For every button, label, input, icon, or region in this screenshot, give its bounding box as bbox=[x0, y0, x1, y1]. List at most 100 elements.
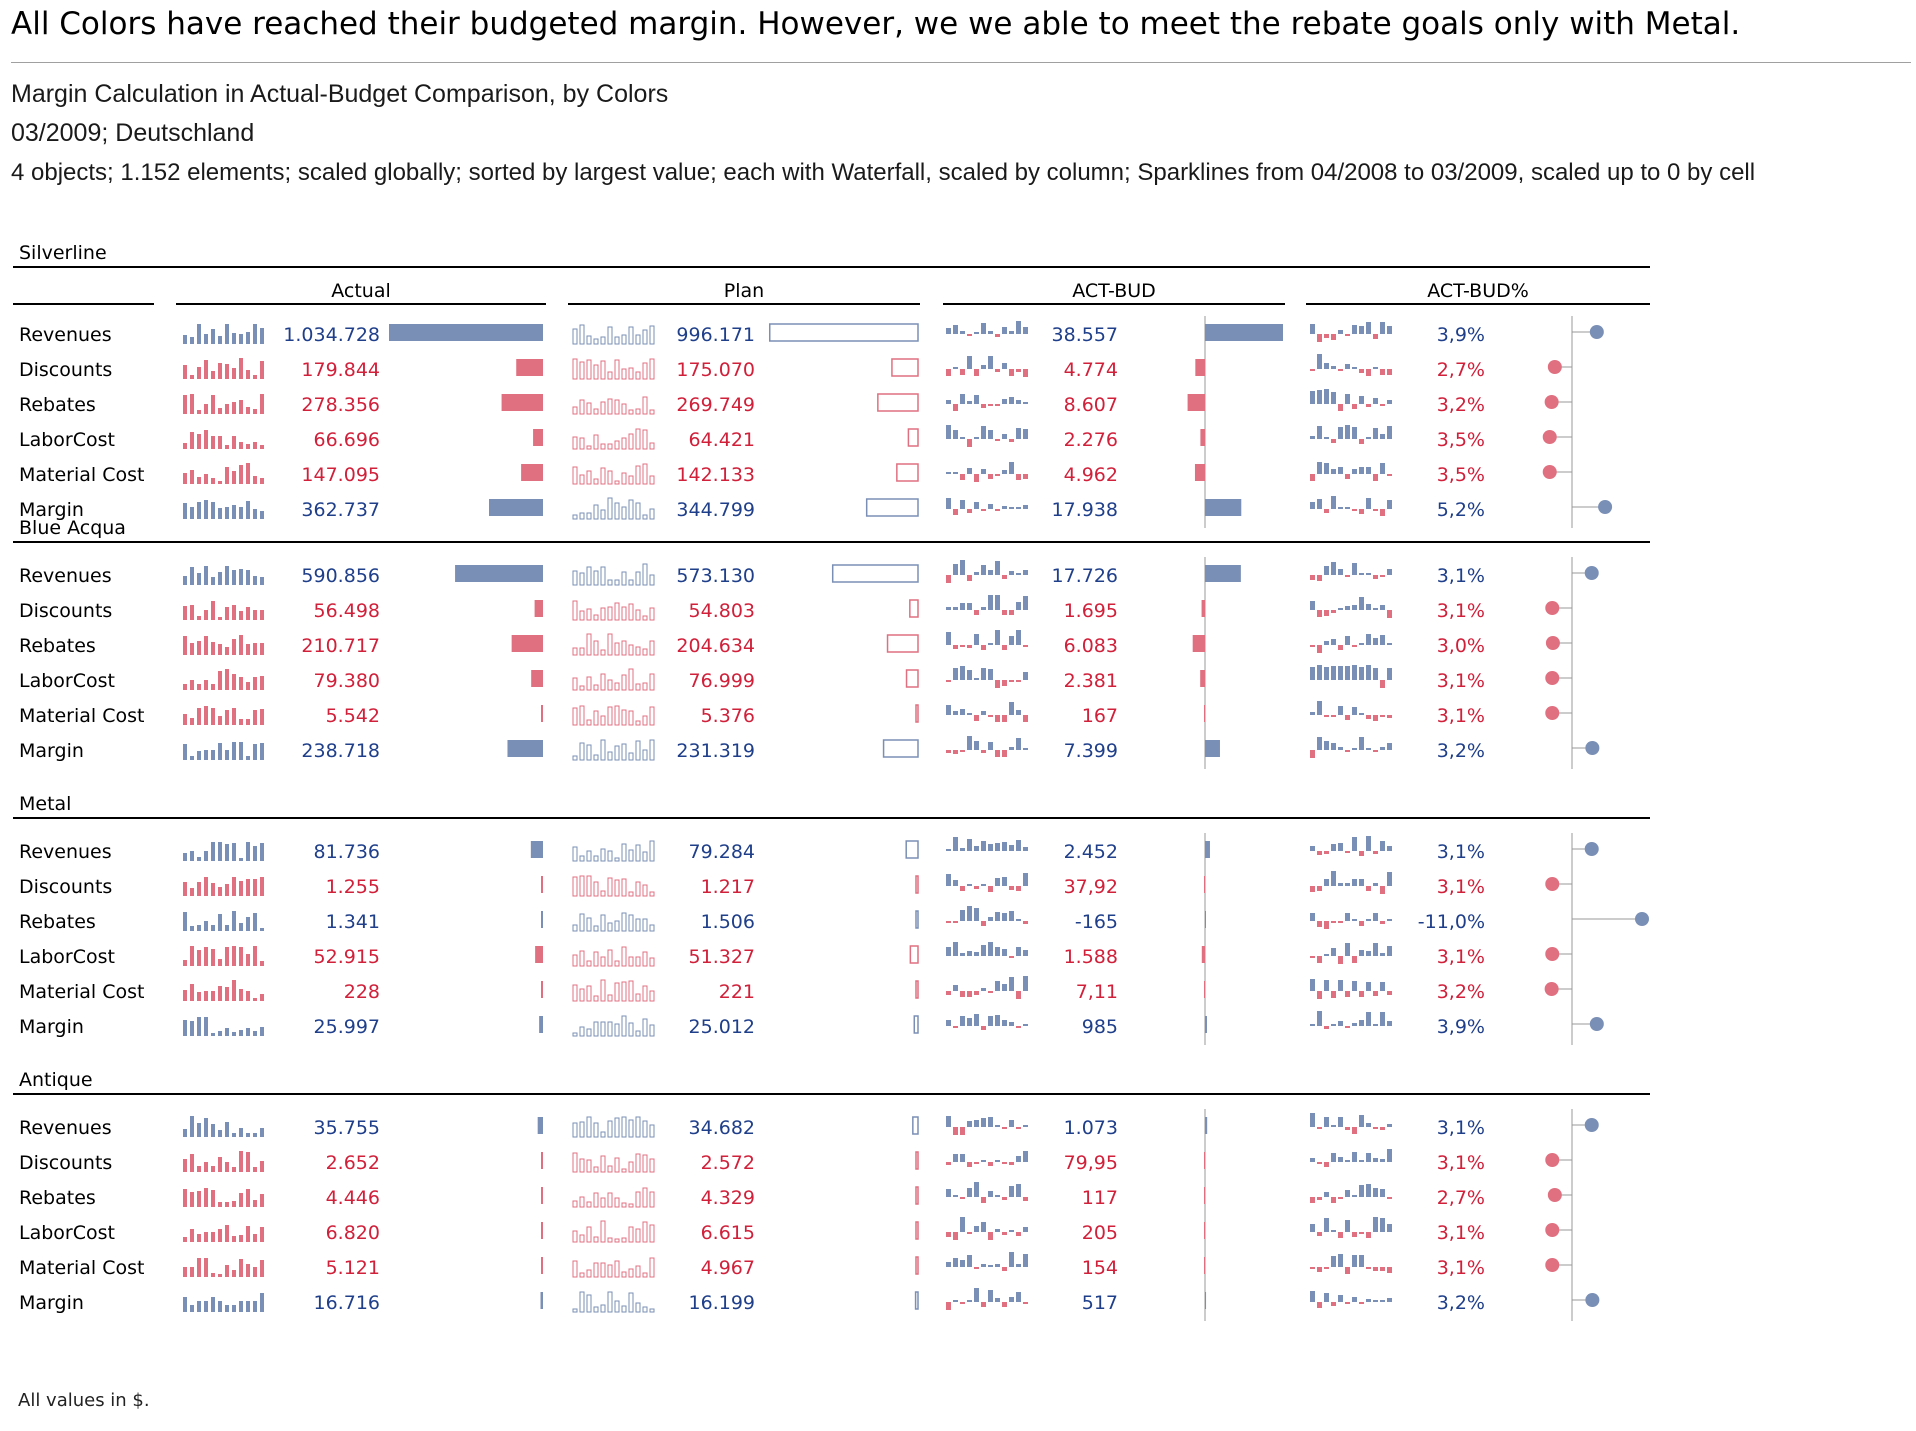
sparkline-bar bbox=[960, 709, 965, 715]
sparkline-bar bbox=[967, 401, 972, 404]
sparkline-bar bbox=[1023, 596, 1028, 610]
sparkline-bar bbox=[607, 497, 613, 520]
sparkline-bar bbox=[204, 610, 208, 620]
sparkline-bar bbox=[1016, 738, 1021, 750]
sparkline-bar bbox=[197, 857, 201, 861]
sparkline-bar bbox=[614, 399, 620, 415]
sparkline-bar bbox=[239, 742, 243, 760]
sparkline-bar bbox=[246, 1028, 250, 1036]
sparkline-bar bbox=[260, 361, 264, 379]
sparkline-bar bbox=[239, 719, 243, 725]
sparkline-bar bbox=[260, 994, 264, 1001]
sparkline-bar bbox=[239, 1030, 243, 1036]
sparkline-bar bbox=[1359, 1115, 1364, 1127]
sparkline-bar bbox=[260, 445, 264, 449]
sparkline-bar bbox=[1359, 1160, 1364, 1162]
sparkline-bar bbox=[981, 750, 986, 753]
sparkline-bar bbox=[1359, 879, 1364, 886]
sparkline-bar bbox=[1359, 396, 1364, 404]
sparkline-bar bbox=[614, 857, 620, 862]
sparkline-bar bbox=[260, 928, 264, 931]
sparkline-bar bbox=[253, 610, 257, 620]
column-header-act-bud-pct: ACT-BUD% bbox=[1427, 280, 1529, 302]
sparkline-bar bbox=[614, 480, 620, 485]
sparkline-bar bbox=[1310, 886, 1315, 892]
sparkline-bar bbox=[1359, 326, 1364, 334]
sparkline-bar bbox=[183, 473, 187, 484]
row-label: LaborCost bbox=[19, 670, 115, 692]
sparkline-bar bbox=[1352, 919, 1357, 921]
sparkline-bar bbox=[995, 878, 1000, 886]
sparkline-bar bbox=[218, 1301, 222, 1312]
sparkline-bar bbox=[1338, 1232, 1343, 1238]
sparkline-bar bbox=[197, 684, 201, 690]
sparkline-bar bbox=[607, 1192, 613, 1208]
sparkline-bar bbox=[1373, 991, 1378, 996]
sparkline-bar bbox=[218, 716, 222, 725]
sparkline-bar bbox=[981, 841, 986, 851]
sparkline-bar bbox=[953, 367, 958, 369]
sparkline-bar bbox=[1338, 404, 1343, 411]
sparkline-bar bbox=[953, 837, 958, 851]
sparkline-bar bbox=[1310, 846, 1315, 851]
sparkline-bar bbox=[621, 368, 627, 380]
sparkline-bar bbox=[260, 1227, 264, 1242]
sparkline-bar bbox=[995, 947, 1000, 956]
sparkline-bar bbox=[988, 356, 993, 369]
sparkline-bar bbox=[190, 680, 194, 690]
sparkline-bar bbox=[1331, 469, 1336, 474]
plan-bar bbox=[915, 910, 919, 929]
act-bud-value: 4.962 bbox=[1064, 464, 1118, 486]
sparkline-bar bbox=[579, 1291, 585, 1313]
sparkline-bar bbox=[1352, 879, 1357, 886]
sparkline-bar bbox=[593, 710, 599, 726]
sparkline-bar bbox=[1366, 665, 1371, 680]
sparkline-bar bbox=[953, 1232, 958, 1240]
sparkline-bar bbox=[211, 371, 215, 379]
act-bud-value: 2.276 bbox=[1064, 429, 1118, 451]
sparkline-bar bbox=[628, 1119, 634, 1138]
sparkline-bar bbox=[621, 709, 627, 726]
sparkline-bar bbox=[1009, 331, 1014, 334]
sparkline-bar bbox=[1023, 921, 1028, 924]
sparkline-bar bbox=[946, 680, 951, 682]
sparkline-bar bbox=[1352, 956, 1357, 963]
sparkline-bar bbox=[197, 1123, 201, 1137]
sparkline-bar bbox=[946, 1162, 951, 1165]
sparkline-bar bbox=[960, 1217, 965, 1232]
sparkline-bar bbox=[239, 1151, 243, 1172]
sparkline-bar bbox=[239, 989, 243, 1001]
sparkline-bar bbox=[981, 921, 986, 926]
sparkline-bar bbox=[1373, 509, 1378, 511]
actual-value: 590.856 bbox=[301, 565, 380, 587]
sparkline-bar bbox=[593, 1306, 599, 1313]
sparkline-bar bbox=[239, 923, 243, 931]
plan-value: 25.012 bbox=[689, 1016, 755, 1038]
actual-value: 1.341 bbox=[326, 911, 380, 933]
sparkline-bar bbox=[232, 911, 236, 931]
sparkline-bar bbox=[204, 636, 208, 655]
sparkline-bar bbox=[253, 643, 257, 655]
sparkline-bar bbox=[1387, 872, 1392, 886]
sparkline-bar bbox=[995, 630, 1000, 645]
sparkline-bar bbox=[1310, 712, 1315, 715]
sparkline-bar bbox=[988, 474, 993, 479]
sparkline-bar bbox=[197, 477, 201, 484]
sparkline-bar bbox=[995, 912, 1000, 921]
sparkline-bar bbox=[995, 1229, 1000, 1232]
sparkline-bar bbox=[190, 718, 194, 725]
actual-value: 79.380 bbox=[314, 670, 380, 692]
sparkline-bar bbox=[988, 1265, 993, 1267]
sparkline-bar bbox=[974, 1226, 979, 1232]
sparkline-bar bbox=[953, 404, 958, 411]
sparkline-bar bbox=[1324, 1117, 1329, 1127]
act-bud-bar bbox=[1205, 1117, 1208, 1134]
group-title: Metal bbox=[19, 793, 71, 815]
plan-value: 54.803 bbox=[689, 600, 755, 622]
sparkline-bar bbox=[1352, 665, 1357, 680]
sparkline-bar bbox=[600, 1021, 606, 1037]
sparkline-bar bbox=[1345, 1220, 1350, 1232]
sparkline-bar bbox=[607, 850, 613, 862]
sparkline-bar bbox=[1310, 391, 1315, 404]
sparkline-bar bbox=[642, 362, 648, 380]
